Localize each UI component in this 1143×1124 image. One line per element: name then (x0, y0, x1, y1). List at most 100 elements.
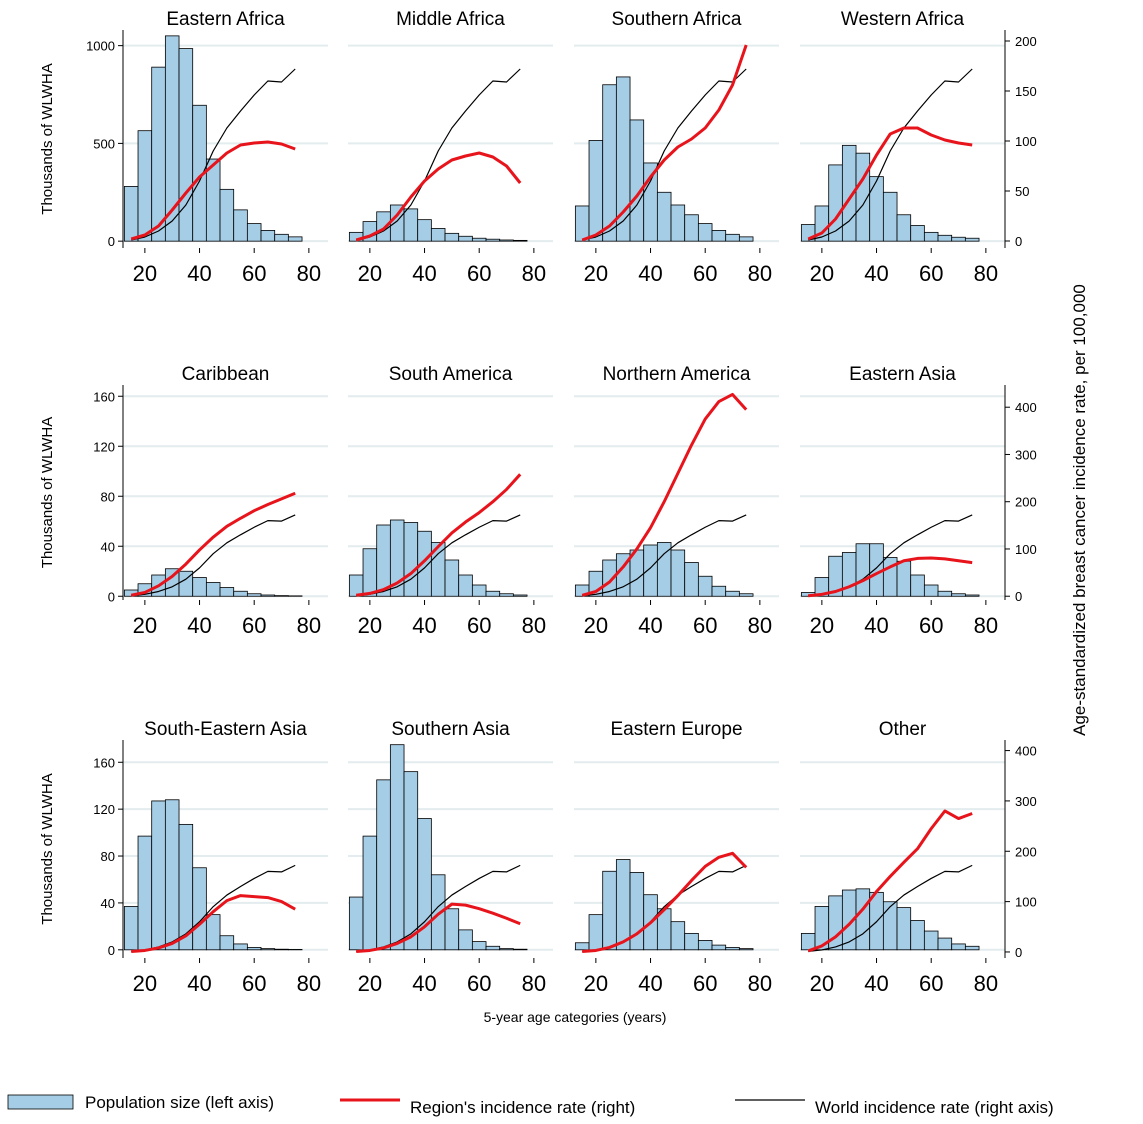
y2-tick-label: 150 (1015, 84, 1037, 99)
bar (800, 932, 816, 951)
y-tick-label: 80 (101, 489, 115, 504)
panel-title: South America (389, 364, 513, 385)
bar (882, 191, 898, 242)
bar (417, 219, 432, 242)
bar (910, 225, 925, 242)
x-tick-label: 60 (467, 613, 491, 638)
bar (348, 896, 364, 951)
x-tick-label: 40 (412, 971, 436, 996)
bar (882, 901, 898, 951)
legend-label: Population size (left axis) (85, 1093, 274, 1112)
bar (896, 560, 912, 597)
bar (512, 239, 528, 242)
world-line (808, 68, 973, 241)
x-tick-label: 40 (864, 261, 888, 286)
bar (499, 948, 514, 951)
bar (951, 593, 966, 597)
region-line (355, 473, 522, 597)
x-tick-label: 80 (748, 261, 772, 286)
bar (711, 585, 727, 597)
bar (260, 230, 276, 242)
y-tick-label: 80 (101, 849, 115, 864)
panel-title: Southern Asia (391, 719, 510, 740)
bar (192, 577, 207, 597)
x-tick-label: 40 (864, 971, 888, 996)
bar (910, 574, 925, 597)
bar (485, 945, 501, 951)
bar (192, 867, 207, 951)
bar (588, 140, 604, 242)
bar (260, 948, 276, 951)
bar (430, 228, 446, 242)
bar (602, 870, 617, 951)
bar (205, 158, 221, 242)
bar (389, 744, 405, 951)
y-axis-label: Thousands of WLWHA (39, 63, 56, 214)
bar (151, 66, 166, 242)
legend-label: Region's incidence rate (right) (410, 1098, 635, 1117)
bar (485, 238, 501, 242)
bar (951, 236, 966, 242)
bar (246, 223, 262, 242)
bar (376, 211, 391, 242)
y-axis-label: Thousands of WLWHA (39, 417, 56, 568)
panel-title: Eastern Europe (610, 719, 742, 740)
y2-tick-label: 100 (1015, 895, 1037, 910)
x-tick-label: 80 (522, 261, 546, 286)
bar (964, 237, 980, 242)
bar (937, 590, 953, 597)
bar (725, 947, 740, 951)
x-tick-label: 60 (693, 971, 717, 996)
y-tick-label: 500 (93, 136, 115, 151)
bar (287, 236, 303, 242)
bar (362, 548, 378, 597)
bar (471, 941, 487, 951)
x-tick-label: 60 (467, 971, 491, 996)
bar (615, 859, 631, 951)
bar (205, 582, 221, 597)
x-tick-label: 80 (297, 971, 321, 996)
bar (629, 119, 645, 242)
x-tick-label: 80 (974, 261, 998, 286)
y2-tick-label: 200 (1015, 844, 1037, 859)
bar (855, 543, 871, 597)
x-tick-label: 60 (693, 261, 717, 286)
bar (656, 191, 672, 242)
bar (951, 943, 966, 951)
bar (869, 176, 884, 242)
bar (178, 48, 194, 242)
y2-axis-label: Age-standardized breast cancer incidence… (1070, 284, 1089, 736)
bar (910, 920, 925, 951)
bar (923, 584, 939, 597)
y-tick-label: 0 (108, 943, 115, 958)
region-line (582, 851, 748, 953)
x-tick-label: 60 (919, 261, 943, 286)
y2-tick-label: 400 (1015, 400, 1037, 415)
bar (376, 779, 391, 951)
bar (274, 233, 289, 242)
x-tick-label: 60 (919, 971, 943, 996)
bar (219, 587, 235, 597)
bar (458, 235, 473, 242)
x-tick-label: 80 (748, 971, 772, 996)
bar (602, 84, 617, 242)
region-line (807, 126, 973, 241)
x-tick-label: 40 (187, 613, 211, 638)
region-line (356, 902, 521, 953)
bar (260, 594, 276, 597)
x-tick-label: 40 (412, 613, 436, 638)
bar (137, 130, 153, 242)
bar (458, 929, 473, 951)
bar (937, 234, 953, 242)
bar (123, 906, 139, 951)
y2-tick-label: 0 (1015, 589, 1022, 604)
x-tick-label: 60 (242, 971, 266, 996)
legend-label: World incidence rate (right axis) (815, 1098, 1054, 1117)
x-axis-label: 5-year age categories (years) (484, 1009, 667, 1025)
y2-tick-label: 50 (1015, 184, 1029, 199)
x-tick-label: 20 (358, 261, 382, 286)
bar (403, 522, 419, 597)
bar (444, 232, 460, 242)
panel-title: South-Eastern Asia (144, 719, 307, 740)
bar (512, 948, 528, 951)
